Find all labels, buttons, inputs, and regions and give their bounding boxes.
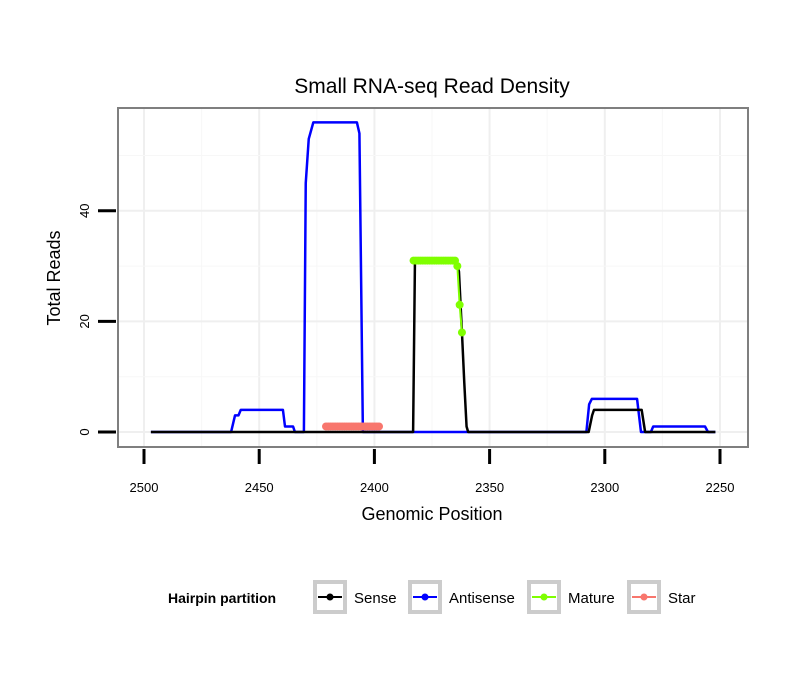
gridlines (118, 108, 748, 447)
legend-label-mature: Mature (568, 590, 615, 607)
chart-title: Small RNA-seq Read Density (294, 75, 570, 98)
series-layer (150, 121, 716, 434)
x-axis-label: Genomic Position (361, 504, 502, 524)
legend-label-sense: Sense (354, 590, 397, 607)
x-tick-label: 2400 (360, 480, 389, 495)
legend-point-star (640, 593, 648, 601)
mature-point (457, 328, 466, 337)
star-point (375, 422, 384, 431)
y-tick-label: 40 (77, 204, 92, 218)
x-tick-label: 2300 (590, 480, 619, 495)
legend-point-mature (540, 593, 548, 601)
legend-title: Hairpin partition (168, 590, 276, 606)
mature-point (453, 262, 462, 271)
legend: Hairpin partition Sense Antisense Mature St… (168, 580, 696, 614)
y-tick-label: 20 (77, 314, 92, 328)
y-axis-label: Total Reads (44, 230, 64, 325)
y-tick-label: 0 (77, 428, 92, 435)
x-tick-label: 2450 (245, 480, 274, 495)
panel-background (118, 108, 748, 447)
x-tick-label: 2500 (130, 480, 159, 495)
x-tick-label: 2350 (475, 480, 504, 495)
legend-point-antisense (421, 593, 429, 601)
panel-border (117, 107, 749, 448)
legend-point-sense (326, 593, 334, 601)
legend-label-star: Star (668, 590, 696, 607)
mature-point (455, 300, 464, 309)
legend-label-antisense: Antisense (449, 590, 515, 607)
x-tick-label: 2250 (706, 480, 735, 495)
axes: 2500 2450 2400 2350 2300 2250 0 20 40 (77, 204, 734, 495)
